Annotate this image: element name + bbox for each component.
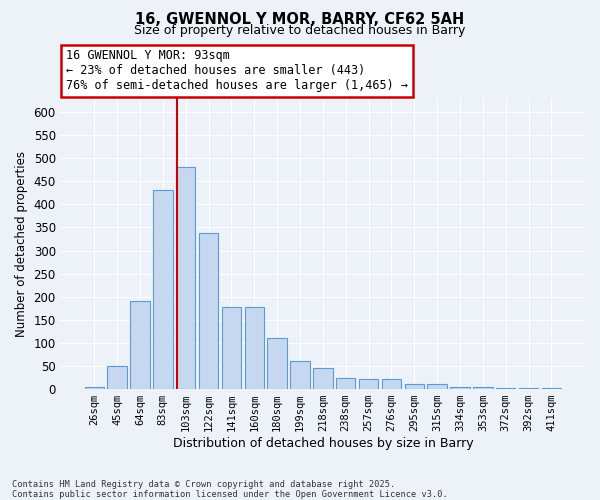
Bar	[542, 388, 561, 389]
Bar	[107, 366, 127, 389]
Text: 16 GWENNOL Y MOR: 93sqm
← 23% of detached houses are smaller (443)
76% of semi-d: 16 GWENNOL Y MOR: 93sqm ← 23% of detache…	[66, 50, 408, 92]
Bar	[473, 387, 493, 389]
Y-axis label: Number of detached properties: Number of detached properties	[15, 150, 28, 336]
Bar	[221, 307, 241, 389]
Text: Size of property relative to detached houses in Barry: Size of property relative to detached ho…	[134, 24, 466, 37]
Text: 16, GWENNOL Y MOR, BARRY, CF62 5AH: 16, GWENNOL Y MOR, BARRY, CF62 5AH	[136, 12, 464, 28]
Bar	[496, 388, 515, 389]
Bar	[290, 362, 310, 389]
Bar	[450, 387, 470, 389]
Bar	[519, 388, 538, 389]
Bar	[313, 368, 332, 389]
Bar	[130, 302, 149, 389]
Bar	[359, 379, 378, 389]
X-axis label: Distribution of detached houses by size in Barry: Distribution of detached houses by size …	[173, 437, 473, 450]
Bar	[176, 166, 196, 389]
Bar	[245, 307, 264, 389]
Bar	[153, 190, 173, 389]
Bar	[336, 378, 355, 389]
Bar	[85, 387, 104, 389]
Bar	[199, 233, 218, 389]
Bar	[404, 384, 424, 389]
Bar	[268, 338, 287, 389]
Bar	[382, 379, 401, 389]
Bar	[427, 384, 447, 389]
Text: Contains HM Land Registry data © Crown copyright and database right 2025.
Contai: Contains HM Land Registry data © Crown c…	[12, 480, 448, 499]
